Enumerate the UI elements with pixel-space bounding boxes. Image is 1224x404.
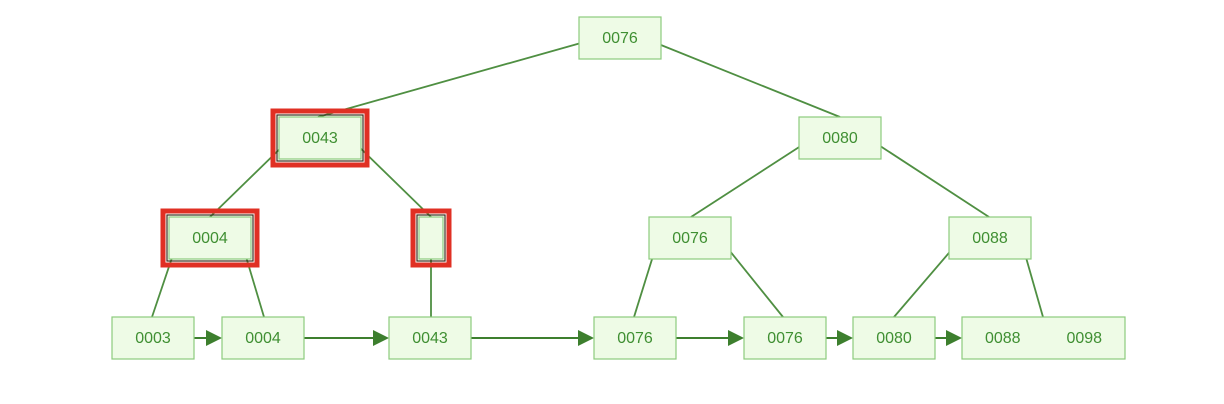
edge-root-right: [650, 40, 841, 118]
tree-edges: [151, 40, 1044, 318]
leaf-node-0003-box: [111, 316, 195, 360]
arrow-head-icon: [206, 330, 222, 346]
leaf-node-0004-box: [221, 316, 305, 360]
edge-root-left: [317, 40, 589, 118]
highlight-inner-border: [276, 114, 364, 162]
internal-node-0043-key: 0043: [302, 130, 338, 147]
tree-nodes: 0076 0043 0080 0004 0076 0088 0003 0004 0043 0076…: [111, 16, 1126, 360]
leaf-node-0043: 0043: [388, 316, 472, 360]
leaf-node-0080-key: 0080: [876, 330, 912, 347]
arrow-head-icon: [837, 330, 853, 346]
edge-0043-left: [209, 139, 290, 218]
internal-node-0088: 0088: [948, 216, 1032, 260]
leaf-node-0004-key: 0004: [245, 330, 281, 347]
internal-node-0080-key: 0080: [822, 130, 858, 147]
leaf-node-0004: 0004: [221, 316, 305, 360]
leaf-node-0043-key: 0043: [412, 330, 448, 347]
leaf-node-0088-0098-key: 0098: [1066, 330, 1102, 347]
arrow-head-icon: [373, 330, 389, 346]
leaf-node-0076-box: [593, 316, 677, 360]
highlight-inner-border: [166, 214, 254, 262]
leaf-node-0076: 0076: [593, 316, 677, 360]
leaf-node-0076-box: [743, 316, 827, 360]
leaf-node-0088-0098: 0088 0098: [961, 316, 1126, 360]
highlighted-path: [160, 108, 452, 268]
leaf-node-0080-box: [852, 316, 936, 360]
highlight-frame: [410, 208, 452, 268]
internal-node-0076-key: 0076: [672, 230, 708, 247]
internal-node-0043: 0043: [278, 116, 362, 160]
edge-0080-left: [690, 139, 811, 218]
arrow-head-icon: [946, 330, 962, 346]
edge-0043-right: [351, 139, 432, 218]
root-node-box: [578, 16, 662, 60]
leaf-node-0043-box: [388, 316, 472, 360]
leaf-node-0088-0098-box: [961, 316, 1126, 360]
internal-node-0004-box: [168, 216, 252, 260]
internal-node-0076: 0076: [648, 216, 732, 260]
internal-node-0080-box: [798, 116, 882, 160]
internal-node-empty: [418, 216, 444, 260]
internal-node-0043-box: [278, 116, 362, 160]
arrow-head-icon: [578, 330, 594, 346]
internal-node-0004: 0004: [168, 216, 252, 260]
internal-node-0080: 0080: [798, 116, 882, 160]
leaf-node-0088-0098-key: 0088: [985, 330, 1021, 347]
leaf-node-0076-key: 0076: [617, 330, 653, 347]
leaf-node-0076-key: 0076: [767, 330, 803, 347]
internal-node-0088-key: 0088: [972, 230, 1008, 247]
leaf-node-0076: 0076: [743, 316, 827, 360]
internal-node-0004-key: 0004: [192, 230, 228, 247]
root-node: 0076: [578, 16, 662, 60]
arrow-head-icon: [728, 330, 744, 346]
leaf-links: [186, 330, 962, 346]
leaf-node-0003-key: 0003: [135, 330, 171, 347]
highlight-frame: [270, 108, 370, 168]
highlight-frame: [160, 208, 260, 268]
root-node-key: 0076: [602, 30, 638, 47]
internal-node-empty-box: [418, 216, 444, 260]
leaf-node-0080: 0080: [852, 316, 936, 360]
edge-0080-right: [870, 139, 990, 218]
internal-node-0076-box: [648, 216, 732, 260]
highlight-inner-border: [416, 214, 446, 262]
internal-node-0088-box: [948, 216, 1032, 260]
leaf-node-0003: 0003: [111, 316, 195, 360]
